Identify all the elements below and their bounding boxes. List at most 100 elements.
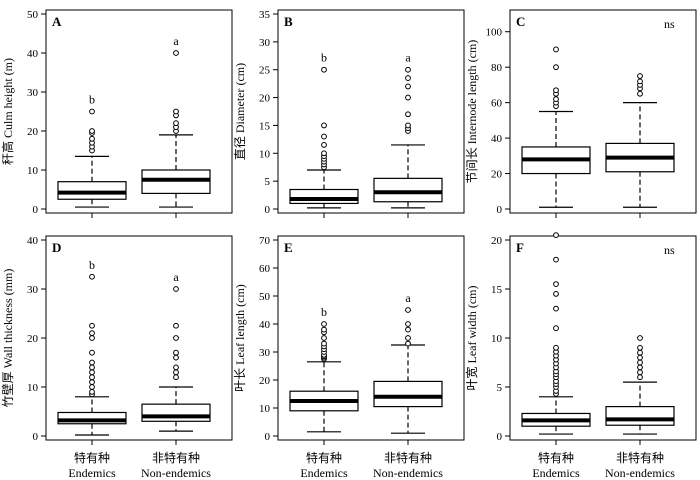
annotation-ns: ns (664, 243, 675, 257)
significance-letter: b (321, 305, 327, 319)
panel-b: 0 5 10 15 20 25 30 35 直径 Diameter (cm) Bb a (233, 9, 465, 218)
y-tick-label: 60 (259, 263, 271, 275)
y-tick-label: 15 (491, 284, 503, 296)
y-tick-label: 35 (259, 9, 271, 21)
y-tick-label: 30 (27, 284, 39, 296)
outlier-point (637, 344, 643, 351)
outlier-point (89, 335, 95, 341)
panel-letter: B (284, 14, 293, 29)
y-tick-label: 30 (27, 87, 39, 99)
outlier-point (637, 369, 643, 376)
outlier-point (553, 232, 559, 239)
outlier-point (321, 150, 327, 157)
box-non-endemics (605, 73, 675, 218)
y-tick-label: 5 (265, 176, 271, 188)
outlier-point (637, 354, 643, 361)
y-tick-label: 10 (259, 148, 271, 160)
outlier-point (321, 340, 327, 347)
outlier-point (637, 374, 643, 381)
outlier-point (89, 349, 95, 356)
outlier-point (637, 364, 643, 371)
y-tick-label: 10 (259, 403, 271, 415)
outlier-point (405, 66, 411, 73)
category-label-zh: 非特有种 (616, 450, 664, 465)
box-endemics: b (289, 305, 359, 445)
outlier-point (405, 335, 411, 341)
category-label-en: Non-endemics (373, 466, 443, 480)
outlier-point (173, 364, 179, 371)
outlier-point (553, 291, 559, 297)
outlier-point (321, 133, 327, 140)
y-tick-label: 10 (27, 382, 39, 394)
category-label-zh: 特有种 (538, 450, 574, 465)
outlier-point (321, 321, 327, 327)
y-tick-label: 40 (27, 235, 39, 247)
plot-frame (277, 9, 465, 214)
y-tick-label: 15 (259, 120, 271, 132)
y-tick-label: 20 (259, 375, 271, 387)
y-tick-label: 20 (27, 126, 39, 138)
outlier-point (637, 73, 643, 79)
outlier-point (173, 50, 179, 56)
outlier-point (321, 335, 327, 341)
y-tick-label: 50 (27, 9, 39, 21)
y-axis-label: 直径 Diameter (cm) (233, 63, 247, 160)
iqr-box (605, 406, 675, 426)
outlier-point (321, 66, 327, 73)
panel-c: 0 20 40 60 80 100 节间长 Internode length (cm) C ns (465, 9, 697, 218)
y-tick-label: 100 (486, 27, 503, 39)
outlier-point (173, 374, 179, 381)
significance-letter: a (173, 270, 179, 284)
outlier-point (89, 108, 95, 115)
plot-frame (277, 235, 465, 441)
iqr-box (141, 403, 211, 422)
outlier-point (637, 335, 643, 341)
outlier-point (405, 340, 411, 347)
panel-letter: C (516, 14, 525, 29)
panel-letter: E (284, 240, 293, 255)
outlier-point (173, 349, 179, 356)
outlier-point (89, 389, 95, 395)
significance-letter: b (89, 93, 95, 107)
category-label-en: Endemics (68, 466, 116, 480)
outlier-point (405, 83, 411, 90)
outlier-point (553, 64, 559, 71)
y-tick-label: 0 (265, 431, 271, 443)
outlier-point (173, 335, 179, 341)
y-tick-label: 20 (491, 169, 503, 181)
y-axis-label: 秆高 Culm height (m) (0, 58, 15, 165)
box-non-endemics: a (373, 291, 443, 445)
category-label-zh: 非特有种 (152, 450, 200, 465)
outlier-point (553, 344, 559, 351)
outlier-point (553, 46, 559, 53)
outlier-point (553, 325, 559, 332)
outlier-point (553, 96, 559, 102)
box-endemics (521, 46, 591, 218)
iqr-box (373, 380, 443, 408)
outlier-point (173, 120, 179, 127)
outlier-point (637, 359, 643, 366)
outlier-point (321, 142, 327, 148)
outlier-point (321, 122, 327, 129)
y-tick-label: 40 (491, 133, 503, 145)
y-tick-label: 0 (33, 204, 39, 216)
y-tick-label: 20 (491, 235, 503, 247)
y-axis-label: 竹壁厚 Wall thickness (mm) (0, 269, 15, 408)
category-label-en: Endemics (300, 466, 348, 480)
y-axis-label: 节间长 Internode length (cm) (465, 40, 479, 184)
y-tick-label: 25 (259, 65, 271, 77)
box-non-endemics: a (141, 270, 211, 445)
outlier-point (637, 78, 643, 85)
y-tick-label: 0 (497, 204, 503, 216)
outlier-point (405, 122, 411, 129)
box-endemics (521, 232, 591, 445)
panel-f: 0 5 10 15 20 叶宽 Leaf width (cm) F ns 特有种Endemics… (464, 232, 697, 480)
outlier-point (553, 87, 559, 94)
outlier-point (553, 281, 559, 288)
box-non-endemics: a (373, 51, 443, 218)
significance-letter: b (89, 258, 95, 272)
iqr-box (57, 181, 127, 200)
plot-frame (45, 9, 233, 214)
category-label-en: Non-endemics (141, 466, 211, 480)
